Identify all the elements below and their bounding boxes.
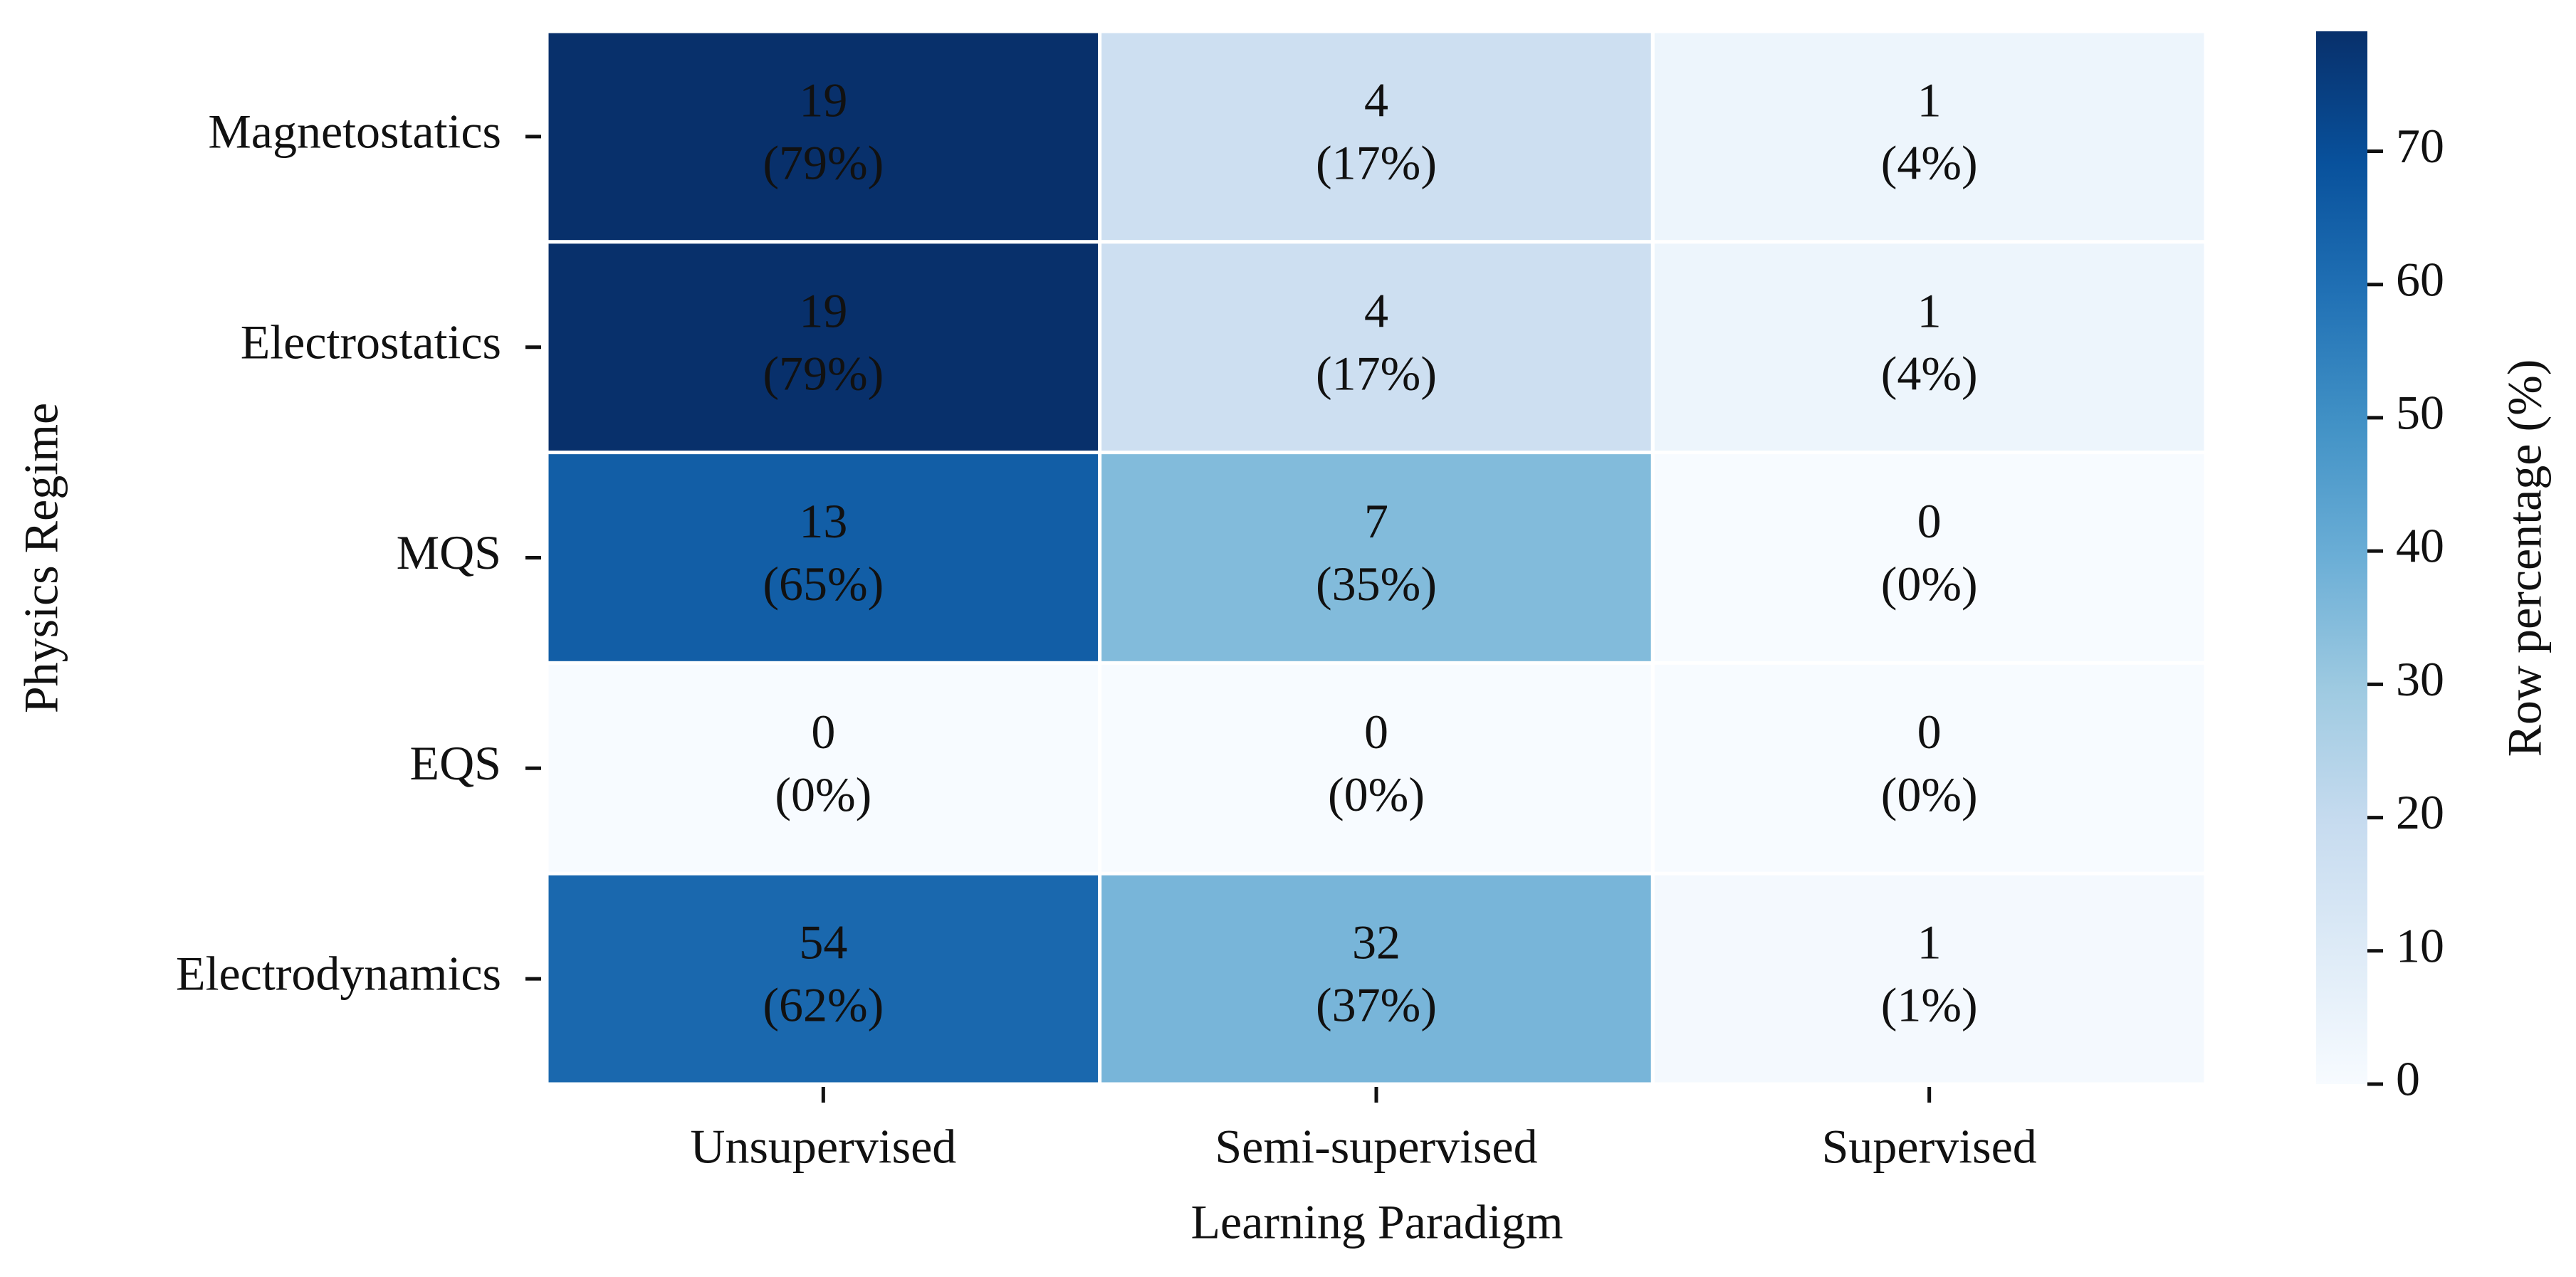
cell-count: 7	[1364, 494, 1388, 548]
cell-percent: (0%)	[1881, 557, 1978, 611]
colorbar-tick-label: 10	[2396, 918, 2444, 972]
cell-percent: (0%)	[1881, 767, 1978, 821]
colorbar-tick-label: 40	[2396, 519, 2444, 573]
heatmap-cell	[545, 871, 1102, 1086]
y-tick-label: EQS	[410, 736, 501, 790]
cell-count: 54	[799, 915, 847, 969]
colorbar-tick-label: 70	[2396, 119, 2444, 173]
heatmap-cell	[1650, 871, 2208, 1086]
cell-percent: (65%)	[763, 557, 884, 611]
cell-percent: (0%)	[775, 767, 871, 821]
cell-percent: (4%)	[1881, 136, 1978, 190]
heatmap-cell	[1098, 871, 1655, 1086]
y-tick-label: Electrodynamics	[176, 947, 501, 1001]
colorbar-tick-label: 50	[2396, 386, 2444, 440]
heatmap-cell	[1098, 451, 1655, 665]
colorbar-tick-label: 30	[2396, 652, 2444, 706]
y-tick-label: Magnetostatics	[208, 105, 501, 159]
cell-count: 0	[1917, 494, 1942, 548]
x-axis-label: Learning Paradigm	[1190, 1195, 1563, 1249]
cell-percent: (17%)	[1316, 346, 1437, 400]
cell-percent: (1%)	[1881, 978, 1978, 1032]
cell-count: 0	[1364, 705, 1388, 759]
y-axis-label: Physics Regime	[14, 403, 68, 713]
cell-percent: (4%)	[1881, 346, 1978, 400]
colorbar	[2316, 31, 2367, 1084]
heatmap-cell	[1650, 29, 2208, 244]
cell-percent: (79%)	[763, 136, 884, 190]
heatmap-cell	[545, 29, 1102, 244]
heatmap-cell	[1098, 240, 1655, 455]
cell-count: 0	[1917, 705, 1942, 759]
heatmap-cell	[1650, 240, 2208, 455]
heatmap-cell	[1650, 661, 2208, 876]
cell-count: 32	[1352, 915, 1400, 969]
cell-percent: (62%)	[763, 978, 884, 1032]
heatmap-cell	[545, 240, 1102, 455]
cell-percent: (17%)	[1316, 136, 1437, 190]
x-tick-label: Semi-supervised	[1215, 1120, 1537, 1174]
cell-count: 19	[799, 283, 847, 337]
y-tick-label: MQS	[397, 525, 501, 579]
cell-count: 19	[799, 73, 847, 127]
colorbar-label: Row percentage (%)	[2498, 359, 2552, 757]
cell-count: 1	[1917, 283, 1942, 337]
cell-count: 1	[1917, 73, 1942, 127]
cell-percent: (79%)	[763, 346, 884, 400]
heatmap-cell	[545, 661, 1102, 876]
cell-percent: (37%)	[1316, 978, 1437, 1032]
y-tick-label: Electrostatics	[241, 315, 501, 369]
heatmap-cell	[1098, 29, 1655, 244]
colorbar-tick-label: 0	[2396, 1052, 2420, 1106]
cell-count: 1	[1917, 915, 1942, 969]
cell-count: 4	[1364, 283, 1388, 337]
x-tick-label: Unsupervised	[690, 1120, 956, 1174]
cell-count: 4	[1364, 73, 1388, 127]
cell-count: 0	[811, 705, 835, 759]
cell-count: 13	[799, 494, 847, 548]
colorbar-tick-label: 20	[2396, 785, 2444, 839]
cell-percent: (0%)	[1328, 767, 1425, 821]
x-tick-label: Supervised	[1822, 1120, 2037, 1174]
cell-percent: (35%)	[1316, 557, 1437, 611]
colorbar-tick-label: 60	[2396, 252, 2444, 306]
